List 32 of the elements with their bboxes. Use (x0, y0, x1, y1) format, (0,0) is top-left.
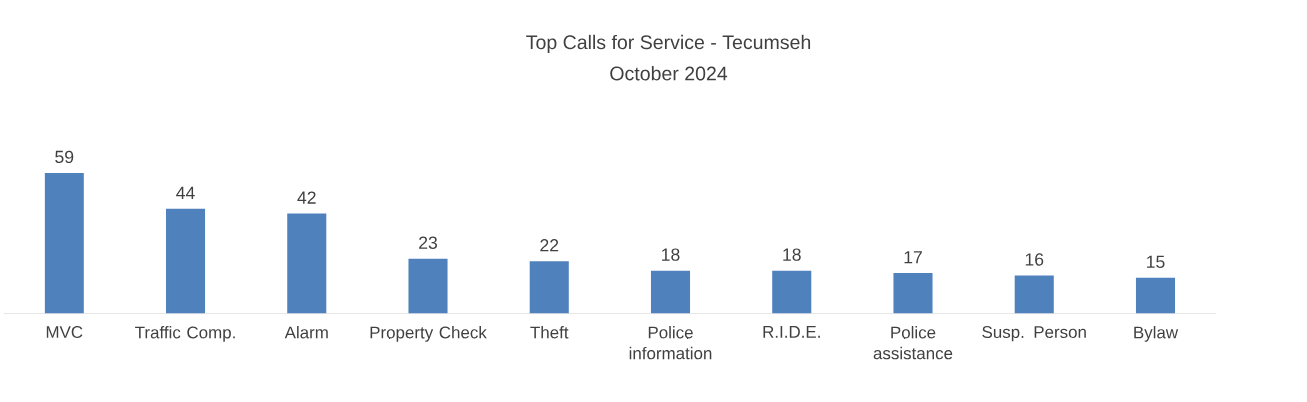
bar (772, 270, 812, 314)
bar (650, 270, 691, 314)
bar (529, 261, 569, 314)
data-label: 15 (1147, 255, 1165, 269)
data-label: 44 (176, 187, 195, 200)
bar (893, 273, 933, 314)
bar (44, 173, 84, 314)
x-tick-label: Traffic Comp. (135, 326, 235, 343)
x-tick-label: Property Check (370, 326, 487, 343)
x-tick-label: Susp. Person (982, 326, 1086, 342)
chart-title: Top Calls for Service - Tecumseh (526, 35, 811, 54)
data-label: 59 (55, 150, 74, 164)
bar (165, 208, 206, 314)
bar (287, 213, 327, 314)
bar (408, 259, 448, 314)
data-label: 16 (1025, 253, 1044, 266)
data-label: 18 (662, 248, 680, 262)
data-label: 18 (783, 248, 801, 262)
data-label: 22 (540, 239, 559, 252)
data-label: 42 (297, 191, 316, 204)
bar (1135, 278, 1176, 314)
bar (1014, 275, 1054, 314)
x-tick-label: Theft (530, 326, 569, 339)
data-label: 23 (419, 236, 438, 250)
x-tick-label: Police assistance (873, 326, 953, 360)
chart-subtitle: October 2024 (610, 66, 728, 81)
x-tick-label: MVC (46, 326, 83, 339)
x-tick-label: R.I.D.E. (763, 326, 820, 338)
data-label: 17 (904, 251, 922, 264)
x-tick-label: Alarm (284, 326, 328, 339)
x-tick-label: Bylaw (1134, 326, 1179, 343)
x-tick-label: Police information (629, 326, 712, 360)
